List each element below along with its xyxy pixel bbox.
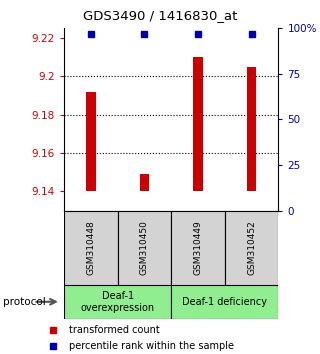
- Text: GSM310449: GSM310449: [194, 221, 203, 275]
- FancyBboxPatch shape: [118, 211, 171, 285]
- Text: percentile rank within the sample: percentile rank within the sample: [69, 341, 234, 350]
- Text: Deaf-1 deficiency: Deaf-1 deficiency: [182, 297, 267, 307]
- Text: GSM310452: GSM310452: [247, 221, 256, 275]
- Text: GSM310448: GSM310448: [86, 221, 95, 275]
- Text: protocol: protocol: [3, 297, 46, 307]
- Bar: [86, 92, 96, 192]
- FancyBboxPatch shape: [64, 211, 118, 285]
- Bar: [140, 174, 149, 192]
- Text: transformed count: transformed count: [69, 325, 159, 335]
- FancyBboxPatch shape: [171, 211, 225, 285]
- Bar: [193, 57, 203, 192]
- FancyBboxPatch shape: [225, 211, 278, 285]
- Text: GSM310450: GSM310450: [140, 220, 149, 275]
- Bar: [247, 67, 256, 192]
- FancyBboxPatch shape: [171, 285, 278, 319]
- Text: GDS3490 / 1416830_at: GDS3490 / 1416830_at: [83, 9, 237, 22]
- Text: Deaf-1
overexpression: Deaf-1 overexpression: [81, 291, 155, 313]
- FancyBboxPatch shape: [64, 285, 171, 319]
